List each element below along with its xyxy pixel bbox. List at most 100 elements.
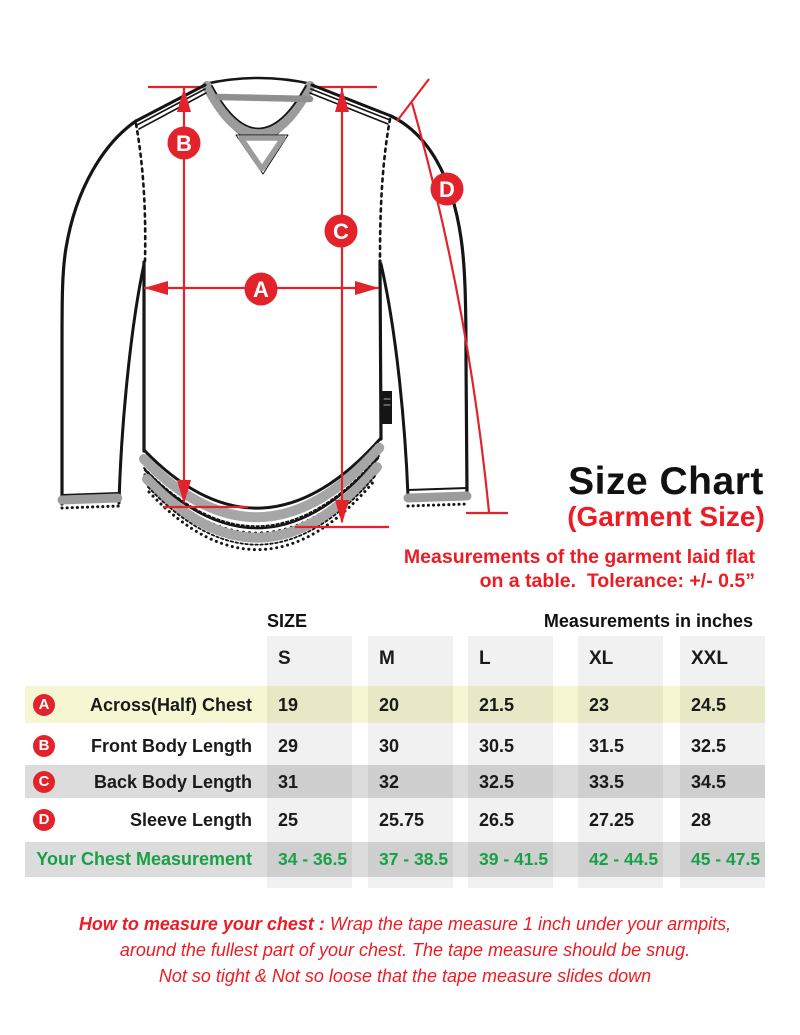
arrow-up-c — [335, 88, 349, 112]
chest-value-l: 39 - 41.5 — [479, 849, 549, 869]
row-b-value-xxl: 32.5 — [691, 736, 727, 756]
column-stripe-s — [267, 636, 352, 888]
how-to-measure-note: How to measure your chest : Wrap the tap… — [10, 911, 800, 989]
row-a-value-l: 21.5 — [479, 695, 515, 715]
row-b-value-m: 30 — [379, 736, 400, 756]
row-b-value-xl: 31.5 — [589, 736, 625, 756]
row-d-value-m: 25.75 — [379, 810, 425, 830]
left-shoulder-seam-2 — [136, 88, 206, 126]
size-header-xl: XL — [589, 648, 614, 669]
how-to-measure-lead: How to measure your chest : — [78, 914, 325, 934]
marker-badges: A B C D — [167, 126, 464, 306]
marker-b-circle — [167, 126, 201, 160]
arrow-left-a — [144, 281, 168, 295]
page-subtitle: (Garment Size) — [567, 501, 765, 532]
left-sleeve-inner — [117, 262, 146, 505]
units-label: Measurements in inches — [543, 611, 753, 631]
tolerance-note: Measurements of the garment laid flat on… — [403, 546, 755, 592]
marker-a-letter: A — [253, 277, 269, 302]
right-shoulder-seam — [310, 83, 393, 118]
row-highlight-a — [25, 686, 765, 723]
row-b-badge: B — [33, 735, 55, 757]
column-stripe-xxl — [680, 636, 765, 888]
chest-value-xxl: 45 - 47.5 — [691, 849, 761, 869]
row-b-value-l: 30.5 — [479, 736, 515, 756]
row-d-value-xl: 27.25 — [589, 810, 635, 830]
right-armhole-stitch — [378, 117, 392, 260]
row-a-value-xl: 23 — [589, 695, 610, 715]
column-stripe-m — [368, 636, 453, 888]
row-c-value-xl: 33.5 — [589, 772, 625, 792]
row-highlight-chest — [25, 842, 765, 877]
row-a-value-xxl: 24.5 — [691, 695, 727, 715]
marker-c-circle — [324, 214, 358, 248]
right-sleeve-inner — [379, 262, 410, 498]
left-sleeve-outer — [60, 119, 138, 506]
chest-value-s: 34 - 36.5 — [278, 849, 348, 869]
size-column-header: SIZE — [267, 611, 308, 631]
row-d-value-s: 25 — [278, 810, 299, 830]
row-b-label: Front Body Length — [91, 736, 252, 756]
marker-a-circle — [244, 272, 278, 306]
page-title: Size Chart — [568, 460, 764, 503]
hem-rib-1 — [139, 442, 385, 522]
chest-row-label: Your Chest Measurement — [36, 849, 252, 869]
left-cuff-rib — [57, 493, 124, 505]
measure-tick-d-top — [396, 78, 430, 122]
row-highlight-c — [25, 765, 765, 798]
left-armhole-stitch — [134, 122, 147, 263]
column-stripe-xl — [578, 636, 663, 888]
chest-value-m: 37 - 38.5 — [379, 849, 449, 869]
how-to-measure-body: Wrap the tape measure 1 inch under your … — [119, 914, 732, 986]
row-c-value-xxl: 34.5 — [691, 772, 727, 792]
row-a-value-s: 19 — [278, 695, 299, 715]
row-a-value-m: 20 — [379, 695, 400, 715]
v-notch-stitch — [238, 135, 286, 172]
row-d-value-l: 26.5 — [479, 810, 515, 830]
row-a-badge: A — [33, 694, 55, 716]
back-collar-bar — [214, 93, 314, 103]
size-header-m: M — [379, 648, 395, 669]
left-cuff-scallop — [60, 504, 121, 510]
right-cuff-scallop — [406, 502, 469, 508]
row-d-badge: D — [33, 809, 55, 831]
size-header-l: L — [479, 648, 491, 669]
right-body-edge — [378, 259, 383, 441]
marker-d-letter: D — [439, 177, 455, 202]
marker-c-letter: C — [333, 219, 349, 244]
left-cuff-top — [61, 492, 120, 496]
row-c-badge: C — [33, 771, 55, 793]
right-sleeve-outer — [389, 114, 469, 497]
arrow-down-b — [177, 480, 191, 504]
right-cuff-rib — [403, 491, 472, 503]
right-shoulder-seam-3 — [309, 92, 389, 125]
row-c-label: Back Body Length — [93, 772, 252, 792]
right-shoulder-seam-2 — [310, 88, 391, 121]
left-shoulder-seam — [134, 83, 207, 123]
hem-edge-1 — [142, 436, 383, 510]
row-b-value-s: 29 — [278, 736, 299, 756]
shirt-outline — [57, 76, 472, 551]
marker-b-letter: B — [176, 131, 192, 156]
column-stripe-l — [468, 636, 553, 888]
row-c-value-m: 32 — [379, 772, 400, 792]
row-c-value-l: 32.5 — [479, 772, 515, 792]
measure-line-d — [410, 102, 491, 513]
row-d-label: Sleeve Length — [129, 810, 252, 830]
collar-inner — [211, 85, 307, 130]
hem-edge-2 — [143, 456, 380, 530]
chest-value-xl: 42 - 44.5 — [589, 849, 659, 869]
size-header-xxl: XXL — [691, 648, 728, 669]
arrow-down-c — [335, 500, 349, 524]
row-c-value-s: 31 — [278, 772, 299, 792]
arrow-up-b — [177, 88, 191, 112]
right-cuff-top — [407, 487, 468, 491]
row-a-label: Across(Half) Chest — [89, 695, 252, 715]
side-tag — [381, 391, 392, 424]
row-d-value-xxl: 28 — [691, 810, 712, 830]
marker-d-circle — [430, 172, 464, 206]
left-shoulder-seam-3 — [138, 92, 207, 130]
size-header-s: S — [278, 648, 291, 669]
